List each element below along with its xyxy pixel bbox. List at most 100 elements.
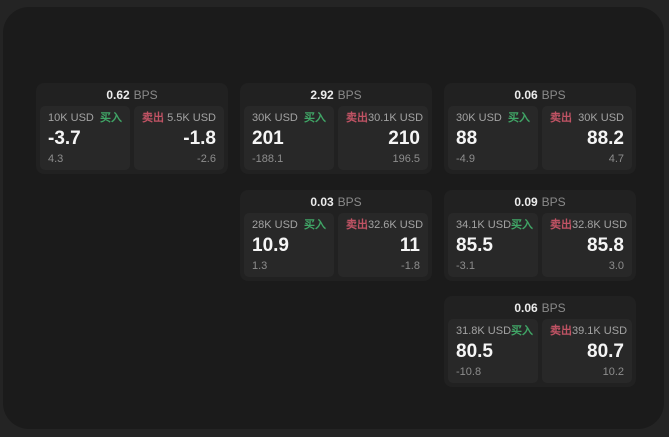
bps-unit-label: BPS [337, 87, 362, 102]
bps-value: 0.06 [514, 87, 538, 102]
card-header: 0.09 BPS [444, 190, 636, 213]
buy-amount: 30K USD [252, 112, 298, 124]
card-header: 0.03 BPS [240, 190, 432, 213]
tiles-row: 31.8K USD 买入 80.5 -10.8 卖出 39.1K USD 80.… [444, 319, 636, 387]
sell-price: 210 [388, 128, 420, 149]
sell-delta: 3.0 [608, 260, 624, 272]
tiles-row: 28K USD 买入 10.9 1.3 卖出 32.6K USD 11 -1.8 [240, 213, 432, 281]
sell-tile-top: 卖出 30K USD [550, 112, 624, 124]
buy-delta: -3.1 [456, 260, 475, 272]
sell-price: 88.2 [587, 128, 624, 149]
bps-value: 0.62 [106, 87, 130, 102]
sell-tile-top: 卖出 32.8K USD [550, 219, 628, 231]
card-header: 0.06 BPS [444, 83, 636, 106]
sell-tile[interactable]: 卖出 5.5K USD -1.8 -2.6 [134, 106, 224, 170]
buy-delta: 4.3 [48, 153, 64, 165]
buy-side-label: 买入 [511, 325, 534, 337]
sell-tile[interactable]: 卖出 30.1K USD 210 196.5 [338, 106, 428, 170]
sell-amount: 5.5K USD [167, 112, 216, 124]
bps-unit-label: BPS [541, 87, 566, 102]
sell-tile-top: 卖出 39.1K USD [550, 325, 628, 337]
sell-tile[interactable]: 卖出 39.1K USD 80.7 10.2 [542, 319, 632, 383]
sell-amount: 39.1K USD [572, 325, 628, 337]
buy-tile-top: 30K USD 买入 [456, 112, 530, 124]
sell-amount: 30K USD [578, 112, 624, 124]
card-header: 0.62 BPS [36, 83, 228, 106]
bps-value: 0.06 [514, 300, 538, 315]
quote-card: 0.06 BPS 31.8K USD 买入 80.5 -10.8 卖出 39.1… [444, 296, 636, 387]
buy-tile-top: 31.8K USD 买入 [456, 325, 534, 337]
buy-price: 80.5 [456, 341, 493, 362]
buy-price: 85.5 [456, 235, 493, 256]
sell-tile-top: 卖出 30.1K USD [346, 112, 424, 124]
buy-delta: 1.3 [252, 260, 268, 272]
buy-tile[interactable]: 28K USD 买入 10.9 1.3 [244, 213, 334, 277]
buy-tile[interactable]: 31.8K USD 买入 80.5 -10.8 [448, 319, 538, 383]
sell-delta: -2.6 [197, 153, 216, 165]
sell-side-label: 卖出 [346, 112, 368, 124]
sell-tile[interactable]: 卖出 32.8K USD 85.8 3.0 [542, 213, 632, 277]
sell-price: 85.8 [587, 235, 624, 256]
sell-delta: 10.2 [602, 366, 624, 378]
buy-tile[interactable]: 30K USD 买入 88 -4.9 [448, 106, 538, 170]
bps-unit-label: BPS [541, 300, 566, 315]
buy-price: 88 [456, 128, 478, 149]
bps-unit-label: BPS [337, 194, 362, 209]
buy-side-label: 买入 [100, 112, 122, 124]
bps-unit-label: BPS [541, 194, 566, 209]
tiles-row: 10K USD 买入 -3.7 4.3 卖出 5.5K USD -1.8 -2.… [36, 106, 228, 174]
sell-price: 11 [399, 235, 420, 256]
quote-card: 0.09 BPS 34.1K USD 买入 85.5 -3.1 卖出 32.8K… [444, 190, 636, 281]
buy-tile-top: 30K USD 买入 [252, 112, 326, 124]
bps-value: 0.03 [310, 194, 334, 209]
tiles-row: 34.1K USD 买入 85.5 -3.1 卖出 32.8K USD 85.8… [444, 213, 636, 281]
card-header: 0.06 BPS [444, 296, 636, 319]
sell-tile-top: 卖出 32.6K USD [346, 219, 424, 231]
buy-delta: -10.8 [456, 366, 482, 378]
quote-card: 2.92 BPS 30K USD 买入 201 -188.1 卖出 30.1K … [240, 83, 432, 174]
bps-value: 2.92 [310, 87, 334, 102]
buy-amount: 10K USD [48, 112, 94, 124]
sell-delta: 196.5 [392, 153, 420, 165]
sell-tile[interactable]: 卖出 32.6K USD 11 -1.8 [338, 213, 428, 277]
sell-amount: 32.8K USD [572, 219, 628, 231]
sell-tile-top: 卖出 5.5K USD [142, 112, 216, 124]
sell-amount: 30.1K USD [368, 112, 424, 124]
sell-side-label: 卖出 [346, 219, 368, 231]
quotes-panel: 0.62 BPS 10K USD 买入 -3.7 4.3 卖出 5.5K USD [3, 7, 664, 429]
buy-amount: 31.8K USD [456, 325, 512, 337]
buy-side-label: 买入 [304, 219, 326, 231]
sell-delta: 4.7 [608, 153, 624, 165]
buy-delta: -4.9 [456, 153, 475, 165]
buy-tile-top: 10K USD 买入 [48, 112, 122, 124]
buy-tile[interactable]: 34.1K USD 买入 85.5 -3.1 [448, 213, 538, 277]
tiles-row: 30K USD 买入 201 -188.1 卖出 30.1K USD 210 1… [240, 106, 432, 174]
quote-card: 0.03 BPS 28K USD 买入 10.9 1.3 卖出 32.6K US… [240, 190, 432, 281]
sell-price: 80.7 [587, 341, 624, 362]
sell-side-label: 卖出 [142, 112, 164, 124]
buy-price: -3.7 [48, 128, 81, 149]
buy-amount: 30K USD [456, 112, 502, 124]
sell-delta: -1.8 [401, 260, 420, 272]
buy-price: 201 [252, 128, 284, 149]
bps-unit-label: BPS [133, 87, 158, 102]
buy-tile[interactable]: 10K USD 买入 -3.7 4.3 [40, 106, 130, 170]
buy-amount: 34.1K USD [456, 219, 512, 231]
buy-side-label: 买入 [511, 219, 534, 231]
tiles-row: 30K USD 买入 88 -4.9 卖出 30K USD 88.2 4.7 [444, 106, 636, 174]
buy-price: 10.9 [252, 235, 289, 256]
quote-card: 0.06 BPS 30K USD 买入 88 -4.9 卖出 30K USD [444, 83, 636, 174]
buy-tile[interactable]: 30K USD 买入 201 -188.1 [244, 106, 334, 170]
sell-side-label: 卖出 [550, 325, 572, 337]
card-header: 2.92 BPS [240, 83, 432, 106]
sell-side-label: 卖出 [550, 219, 572, 231]
buy-tile-top: 28K USD 买入 [252, 219, 326, 231]
sell-tile[interactable]: 卖出 30K USD 88.2 4.7 [542, 106, 632, 170]
buy-side-label: 买入 [508, 112, 530, 124]
buy-tile-top: 34.1K USD 买入 [456, 219, 534, 231]
sell-price: -1.8 [183, 128, 216, 149]
sell-amount: 32.6K USD [368, 219, 424, 231]
quote-card: 0.62 BPS 10K USD 买入 -3.7 4.3 卖出 5.5K USD [36, 83, 228, 174]
buy-amount: 28K USD [252, 219, 298, 231]
